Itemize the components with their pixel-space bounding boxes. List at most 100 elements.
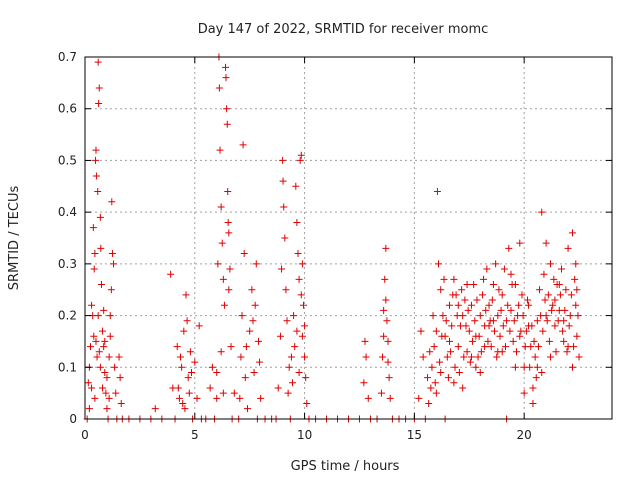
data-point [208, 363, 216, 371]
data-point [533, 317, 541, 325]
data-point [446, 301, 454, 309]
data-point [431, 379, 439, 387]
data-point [278, 265, 286, 273]
data-point [446, 337, 454, 345]
y-tick-label: 0.2 [58, 309, 77, 323]
data-point [573, 286, 581, 294]
data-point [293, 327, 301, 335]
data-point [435, 260, 443, 268]
data-point [88, 301, 96, 309]
data-point [494, 348, 502, 356]
data-point [520, 389, 528, 397]
data-point [565, 322, 573, 330]
data-point [380, 332, 388, 340]
data-point [218, 239, 226, 247]
data-point [568, 363, 576, 371]
data-point [451, 363, 459, 371]
data-point [533, 363, 541, 371]
data-point [564, 343, 572, 351]
y-tick-label: 0.5 [58, 153, 77, 167]
data-point [99, 327, 107, 335]
y-tick-label: 0.6 [58, 102, 77, 116]
data-point [298, 260, 306, 268]
data-point [547, 260, 555, 268]
data-point [444, 374, 452, 382]
data-point [484, 337, 492, 345]
data-point [182, 291, 190, 299]
data-point [100, 306, 108, 314]
data-point [496, 332, 504, 340]
data-point [439, 312, 447, 320]
data-point [379, 353, 387, 361]
data-point [417, 327, 425, 335]
data-point [465, 327, 473, 335]
y-tick-label: 0.7 [58, 50, 77, 64]
data-point [560, 317, 568, 325]
data-point [257, 394, 265, 402]
data-point [105, 394, 113, 402]
data-point [478, 291, 486, 299]
data-point [101, 368, 109, 376]
data-point [427, 384, 435, 392]
data-point [552, 348, 560, 356]
data-point [219, 389, 227, 397]
data-point [467, 353, 475, 361]
data-point [534, 343, 542, 351]
data-point [296, 156, 304, 164]
data-point [464, 306, 472, 314]
data-point [561, 306, 569, 314]
data-point [181, 405, 189, 413]
data-point [497, 306, 505, 314]
data-point [224, 187, 232, 195]
data-point [419, 353, 427, 361]
data-point [248, 286, 256, 294]
data-point [242, 343, 250, 351]
data-point [84, 379, 92, 387]
data-point [94, 58, 102, 66]
data-point [564, 244, 572, 252]
data-point [574, 312, 582, 320]
data-point [174, 384, 182, 392]
data-point [384, 337, 392, 345]
data-point [473, 296, 481, 304]
data-point [281, 234, 289, 242]
data-point [498, 291, 506, 299]
data-point [116, 374, 124, 382]
data-point [362, 353, 370, 361]
data-point [499, 322, 507, 330]
y-axis-label: SRMTID / TECUs [7, 186, 22, 291]
data-point [563, 348, 571, 356]
data-point [518, 291, 526, 299]
data-point [572, 260, 580, 268]
data-point [236, 394, 244, 402]
data-point [508, 281, 516, 289]
data-point [450, 379, 458, 387]
data-point [442, 317, 450, 325]
data-point [470, 281, 478, 289]
data-point [91, 250, 99, 258]
data-point [512, 348, 520, 356]
data-point [195, 322, 203, 330]
chart-title: Day 147 of 2022, SRMTID for receiver mom… [198, 22, 489, 37]
data-point [110, 260, 118, 268]
data-point [517, 327, 525, 335]
data-point [510, 317, 518, 325]
data-point [571, 275, 579, 283]
data-point [217, 203, 225, 211]
data-point [302, 374, 310, 382]
data-point [177, 353, 185, 361]
data-point [108, 250, 116, 258]
data-point [216, 146, 224, 154]
data-point [383, 317, 391, 325]
data-point [106, 312, 114, 320]
data-point [175, 394, 183, 402]
data-point [495, 286, 503, 294]
data-point [438, 332, 446, 340]
data-point [426, 348, 434, 356]
data-point [298, 332, 306, 340]
data-point [430, 343, 438, 351]
data-point [173, 343, 181, 351]
data-point [290, 312, 298, 320]
data-point [477, 348, 485, 356]
data-point [91, 394, 99, 402]
